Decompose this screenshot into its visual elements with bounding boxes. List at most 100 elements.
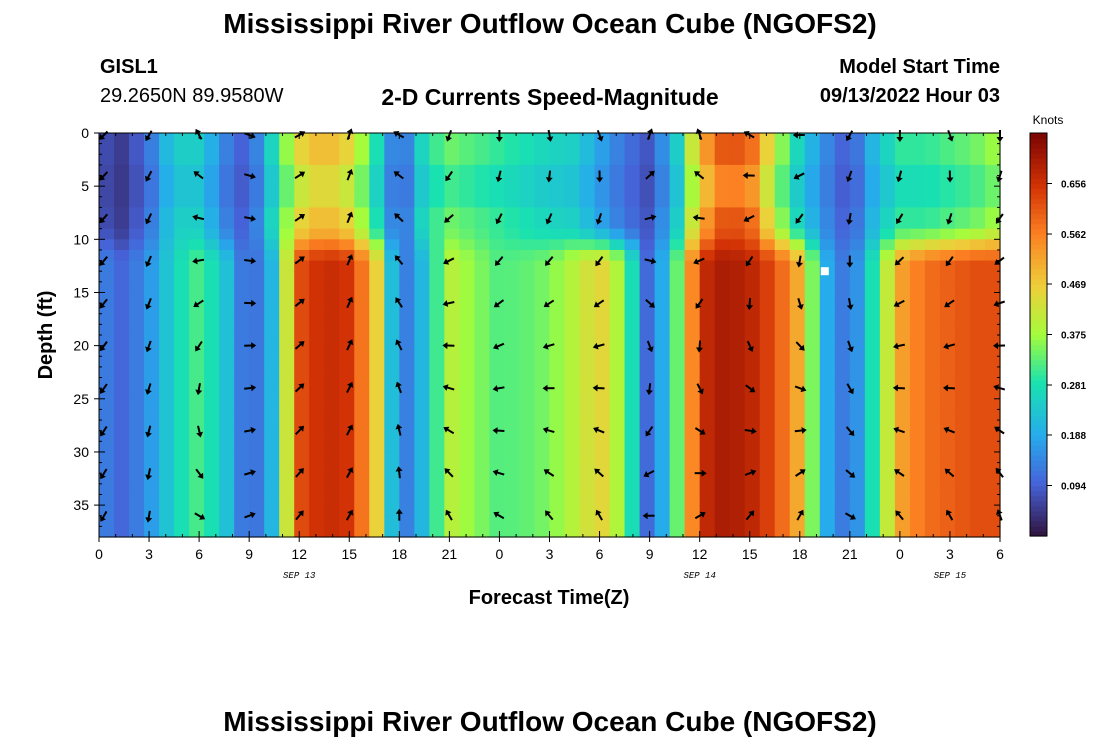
heatmap-cell xyxy=(924,505,941,517)
heatmap-cell xyxy=(729,526,746,538)
heatmap-cell xyxy=(294,366,310,379)
heatmap-cell xyxy=(759,228,776,240)
heatmap-cell xyxy=(789,186,806,198)
heatmap-cell xyxy=(864,143,881,155)
heatmap-cell xyxy=(699,239,716,251)
heatmap-cell xyxy=(414,494,430,506)
heatmap-cell xyxy=(489,196,506,209)
x-tick-label: 12 xyxy=(291,546,307,562)
heatmap-cell xyxy=(429,377,445,389)
heatmap-cell xyxy=(639,196,656,209)
heatmap-cell xyxy=(174,462,190,474)
heatmap-cell xyxy=(759,324,776,336)
heatmap-cell xyxy=(789,441,806,453)
heatmap-cell xyxy=(384,249,400,262)
heatmap-cell xyxy=(219,398,235,411)
heatmap-cell xyxy=(189,451,205,464)
current-vector xyxy=(444,468,454,478)
heatmap-cell xyxy=(549,526,566,538)
heatmap-cell xyxy=(129,356,145,368)
heatmap-cell xyxy=(144,324,160,336)
heatmap-cell xyxy=(489,271,506,283)
heatmap-cell xyxy=(864,133,881,145)
heatmap-cell xyxy=(399,451,415,464)
heatmap-cell xyxy=(414,366,430,379)
current-vector xyxy=(744,427,757,435)
heatmap-cell xyxy=(534,324,551,336)
heatmap-cell xyxy=(684,133,701,145)
heatmap-cell xyxy=(849,420,866,432)
heatmap-cell xyxy=(954,366,971,379)
heatmap-cell xyxy=(984,324,1001,336)
heatmap-cell xyxy=(534,451,551,464)
heatmap-cell xyxy=(684,356,701,368)
heatmap-cell xyxy=(834,526,851,538)
colorbar-swatch xyxy=(1030,420,1047,426)
heatmap-cell xyxy=(339,303,355,315)
heatmap-cell xyxy=(354,430,370,442)
heatmap-cell xyxy=(174,260,190,272)
heatmap-cell xyxy=(969,260,986,272)
heatmap-cell xyxy=(279,462,295,474)
heatmap-cell xyxy=(834,271,851,283)
heatmap-cell xyxy=(594,420,611,432)
heatmap-cell xyxy=(864,218,881,230)
heatmap-cell xyxy=(669,451,686,464)
heatmap-cell xyxy=(579,143,596,155)
heatmap-cell xyxy=(489,154,506,166)
heatmap-cell xyxy=(384,441,400,453)
heatmap-cell xyxy=(834,441,851,453)
heatmap-cell xyxy=(144,388,160,400)
heatmap-cell xyxy=(159,366,175,379)
heatmap-cell xyxy=(849,154,866,166)
heatmap-cell xyxy=(99,133,115,145)
heatmap-cell xyxy=(234,420,250,432)
heatmap-cell xyxy=(789,154,806,166)
heatmap-cell xyxy=(954,505,971,517)
heatmap-cell xyxy=(819,239,836,251)
heatmap-cell xyxy=(219,218,235,230)
heatmap-cell xyxy=(834,239,851,251)
heatmap-cell xyxy=(789,175,806,187)
heatmap-cell xyxy=(279,430,295,442)
colorbar-swatch xyxy=(1030,515,1047,522)
heatmap-cell xyxy=(714,239,731,251)
heatmap-cell xyxy=(819,494,836,506)
heatmap-cell xyxy=(744,483,761,496)
colorbar-swatch xyxy=(1030,440,1047,446)
heatmap-cell xyxy=(804,133,821,145)
heatmap-cell xyxy=(459,324,476,336)
heatmap-cell xyxy=(789,313,806,325)
heatmap-cell xyxy=(909,186,926,198)
heatmap-cell xyxy=(909,398,926,411)
heatmap-cell xyxy=(174,483,190,496)
heatmap-cell xyxy=(294,281,310,294)
heatmap-cell xyxy=(144,196,160,209)
heatmap-cell xyxy=(984,292,1001,304)
heatmap-cell xyxy=(804,377,821,389)
heatmap-cell xyxy=(459,260,476,272)
heatmap-cell xyxy=(849,196,866,209)
heatmap-cell xyxy=(129,207,145,219)
heatmap-cell xyxy=(579,441,596,453)
heatmap-cell xyxy=(684,505,701,517)
heatmap-cell xyxy=(969,303,986,315)
heatmap-cell xyxy=(894,303,911,315)
colorbar-swatch xyxy=(1030,138,1047,144)
heatmap-cell xyxy=(219,303,235,315)
heatmap-cell xyxy=(864,239,881,251)
heatmap-cell xyxy=(789,505,806,517)
colorbar-swatch xyxy=(1030,193,1047,200)
heatmap-cell xyxy=(489,175,506,187)
current-vector xyxy=(294,425,305,435)
heatmap-cell xyxy=(819,526,836,538)
heatmap-cell xyxy=(909,420,926,432)
heatmap-cell xyxy=(369,218,385,230)
heatmap-cell xyxy=(609,228,626,240)
heatmap-cell xyxy=(504,313,521,325)
heatmap-cell xyxy=(909,249,926,262)
heatmap-cell xyxy=(219,388,235,400)
heatmap-cell xyxy=(474,430,491,442)
heatmap-cell xyxy=(489,451,506,464)
heatmap-cell xyxy=(114,420,130,432)
